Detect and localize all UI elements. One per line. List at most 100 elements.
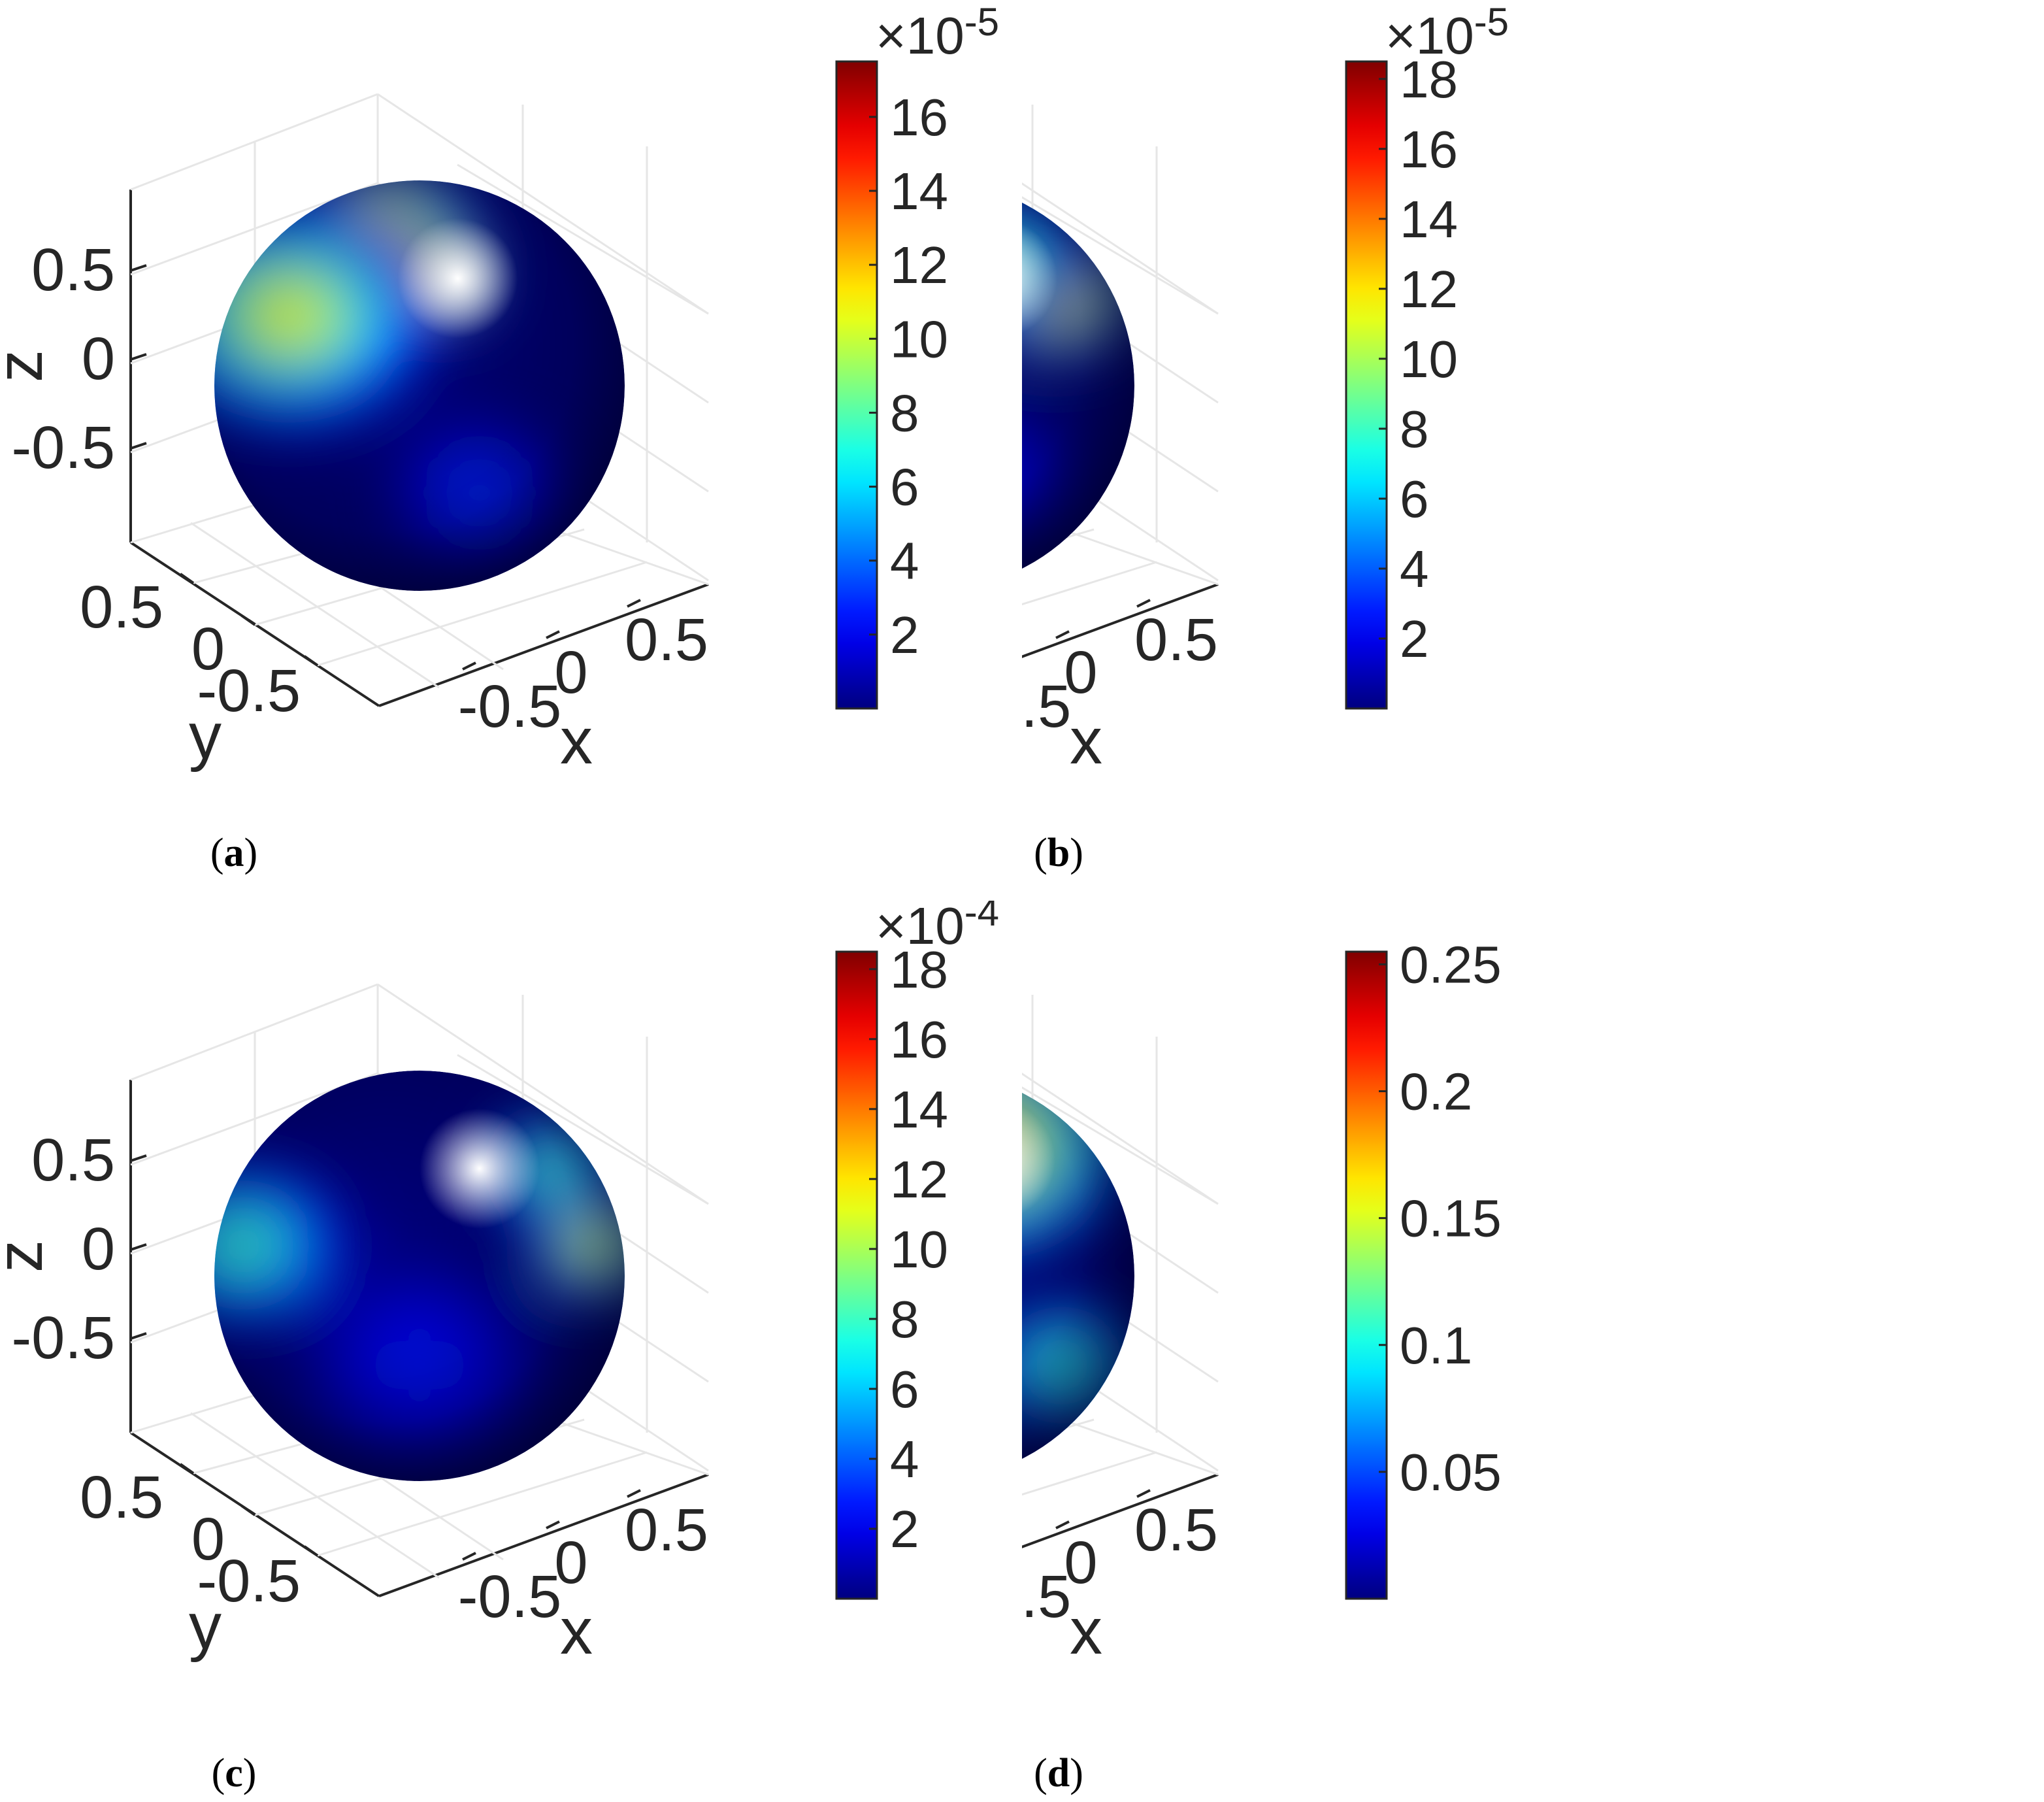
colorbar-tick-label: 4: [890, 1430, 919, 1488]
z-tick-label: 0.5: [31, 1127, 115, 1193]
grid-line: [457, 163, 709, 315]
x-tick-label: -0.5: [458, 1563, 562, 1630]
y-tick-label: 0: [191, 1506, 225, 1573]
colorbar-tick-label: 8: [1400, 400, 1429, 458]
colorbar-exponent: ×10-4: [876, 901, 999, 955]
colorbar-gradient: [835, 60, 878, 710]
x-axis-label: x: [1070, 705, 1102, 778]
colorbar: 0.25 0.2 0.15 0.1 0.05: [1345, 935, 1502, 1600]
colorbar-gradient: [1345, 950, 1388, 1600]
y-axis-label: y: [189, 699, 222, 773]
colorbar-tick-label: 2: [890, 1500, 919, 1558]
colorbar-tick-label: 4: [1400, 540, 1429, 598]
colorbar-tick-label: 0.1: [1400, 1316, 1472, 1375]
grid-line: [1022, 182, 1219, 315]
sphere-shading: [214, 180, 625, 591]
sphere-plot-b: 0.50-0.50.50-0.5-0.500.5zyx1816141210864…: [1022, 0, 1509, 778]
x-tick-mark: [1055, 630, 1070, 639]
x-tick-label: 0: [1064, 639, 1097, 706]
colorbar-tick-label: 10: [890, 1220, 948, 1278]
colorbar-exponent: ×10-5: [876, 0, 999, 65]
y-tick-mark: [179, 1463, 195, 1475]
y-axis-label: y: [189, 1590, 222, 1663]
y-tick-label: 0.5: [80, 574, 163, 641]
grid-line: [377, 983, 709, 1205]
z-tick-mark: [130, 353, 147, 361]
y-tick-mark: [179, 573, 195, 584]
sphere-surface: [1022, 180, 1134, 591]
x-axis-label: x: [1070, 1595, 1102, 1668]
colorbar-tick-label: 12: [890, 236, 948, 294]
panel-a: 0.50-0.50.50-0.5-0.500.5zyx161412108642×…: [0, 0, 1022, 901]
z-tick-mark: [130, 1332, 147, 1340]
y-tick-label: 0: [191, 616, 225, 682]
z-tick-mark: [130, 264, 147, 272]
x-tick-mark: [546, 630, 560, 639]
sphere-plot-d: 0.50-0.50.50-0.5-0.500.5zyx0.250.20.150.…: [1022, 935, 1502, 1668]
z-tick-mark: [130, 442, 147, 450]
colorbar-tick-label: 18: [1400, 50, 1458, 108]
grid-line: [190, 1412, 440, 1579]
colorbar-gradient: [1345, 60, 1388, 710]
x-tick-mark: [1136, 1489, 1151, 1498]
z-tick-label: 0: [82, 325, 115, 392]
y-tick-mark: [303, 655, 319, 667]
colorbar-tick-label: 10: [1400, 330, 1458, 388]
x-tick-mark: [1055, 1520, 1070, 1529]
caption-d: (d): [1034, 1751, 1083, 1795]
z-tick-label: -0.5: [11, 1305, 115, 1371]
specular-highlight: [1022, 1099, 1055, 1220]
panel-b: 0.50-0.50.50-0.5-0.500.5zyx1816141210864…: [1022, 0, 2044, 901]
grid-line: [190, 522, 440, 689]
colorbar-tick-label: 8: [890, 384, 919, 442]
x-tick-mark: [462, 1552, 476, 1561]
y-tick-mark: [240, 614, 256, 626]
colorbar-tick-label: 10: [890, 310, 948, 368]
colorbar-exponent-power: -4: [964, 901, 999, 934]
grid-line: [317, 561, 648, 667]
grid-line: [1022, 1339, 1219, 1472]
grid-line: [457, 1054, 709, 1205]
x-tick-label: 0: [554, 639, 587, 706]
grid-line: [1022, 448, 1219, 582]
specular-highlight: [1022, 218, 1058, 339]
x-tick-mark: [1136, 599, 1151, 608]
x-tick-mark: [462, 661, 476, 671]
sphere-surface: [214, 1071, 625, 1481]
colorbar-tick-label: 16: [890, 1010, 948, 1069]
x-tick-mark: [546, 1520, 560, 1529]
y-tick-label: -0.5: [197, 658, 301, 724]
colorbar-tick-label: 8: [890, 1290, 919, 1348]
y-tick-label: 0.5: [80, 1464, 163, 1531]
colorbar-tick-label: 18: [890, 941, 948, 999]
panel-content: 0.50-0.50.50-0.5-0.500.5zyx161412108642×…: [0, 0, 999, 778]
sphere-surface: [214, 180, 625, 591]
colorbar: 18 16 14 12 10 8 6 4 2 ×10-4: [835, 901, 999, 1600]
x-tick-label: -0.5: [1022, 673, 1071, 740]
x-tick-label: -0.5: [1022, 1563, 1071, 1630]
colorbar-tick-label: 2: [890, 606, 919, 664]
colorbar-tick-label: 0.15: [1400, 1190, 1502, 1248]
specular-highlight: [419, 1108, 540, 1229]
axis-line: [378, 1473, 709, 1597]
y-tick-label: -0.5: [197, 1548, 301, 1614]
colorbar-tick-label: 0.25: [1400, 935, 1502, 993]
panel-content: 0.50-0.50.50-0.5-0.500.5zyx1816141210864…: [1022, 0, 1509, 778]
panel-content: 0.50-0.50.50-0.5-0.500.5zyx1816141210864…: [0, 901, 999, 1668]
colorbar-tick-label: 14: [890, 1080, 948, 1139]
x-tick-label: 0.5: [625, 1497, 708, 1563]
z-axis-label: z: [0, 350, 56, 382]
colorbar-tick-label: 16: [890, 88, 948, 146]
x-tick-label: 0.5: [625, 607, 708, 673]
colorbar-tick-label: 4: [890, 532, 919, 590]
grid-line: [317, 1451, 648, 1557]
x-tick-mark: [627, 599, 641, 608]
colorbar-exponent-power: -5: [964, 0, 999, 44]
axis-line: [1022, 583, 1219, 658]
panel-c: 0.50-0.50.50-0.5-0.500.5zyx1816141210864…: [0, 901, 1022, 1801]
caption-b: (b): [1034, 831, 1083, 875]
x-axis-label: x: [560, 705, 593, 778]
colorbar: 16 14 12 10 8 6 4 2 ×10-5: [835, 0, 999, 710]
sphere-plot-c: 0.50-0.50.50-0.5-0.500.5zyx1816141210864…: [0, 901, 999, 1668]
axis-line: [378, 583, 709, 707]
